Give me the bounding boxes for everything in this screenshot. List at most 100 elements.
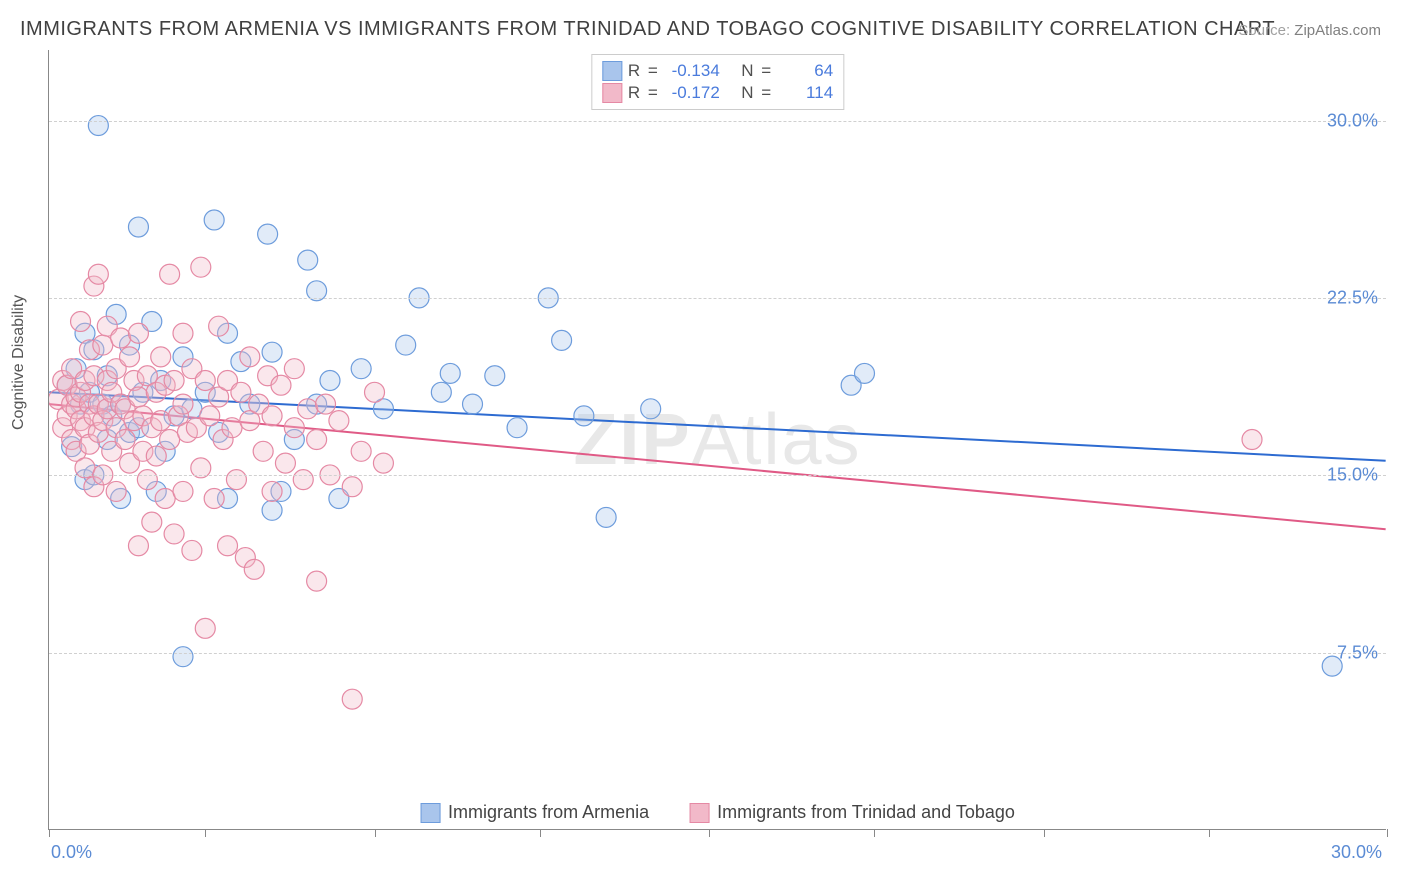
xtick [709,829,710,837]
point-trinidad [244,559,264,579]
point-armenia [120,422,140,442]
point-armenia [431,382,451,402]
point-trinidad [307,571,327,591]
point-trinidad [191,257,211,277]
point-trinidad [84,406,104,426]
ytick-label: 15.0% [1327,465,1378,486]
swatch-armenia [420,803,440,823]
point-trinidad [128,323,148,343]
eq-icon: = [761,83,771,103]
point-trinidad [316,394,336,414]
point-armenia [231,352,251,372]
xtick [375,829,376,837]
point-armenia [262,342,282,362]
point-armenia [218,489,238,509]
point-armenia [102,406,122,426]
watermark-bold: ZIP [573,400,691,480]
point-armenia [128,217,148,237]
plot-area: ZIPAtlas R=-0.134 N=64R=-0.172 N=114 Imm… [48,50,1386,830]
point-trinidad [75,370,95,390]
point-armenia [75,470,95,490]
point-trinidad [373,453,393,473]
xtick [540,829,541,837]
n-value: 114 [777,83,833,103]
point-trinidad [124,411,144,431]
point-trinidad [342,689,362,709]
point-armenia [373,399,393,419]
point-armenia [75,323,95,343]
point-trinidad [146,382,166,402]
point-trinidad [62,394,82,414]
ytick-label: 7.5% [1337,642,1378,663]
point-trinidad [298,399,318,419]
point-trinidad [155,375,175,395]
xtick [1209,829,1210,837]
point-trinidad [120,347,140,367]
point-armenia [71,394,91,414]
point-armenia [262,500,282,520]
point-trinidad [111,394,131,414]
point-trinidad [177,422,197,442]
point-trinidad [88,422,108,442]
point-trinidad [351,441,371,461]
point-armenia [641,399,661,419]
point-trinidad [195,618,215,638]
point-armenia [62,437,82,457]
point-trinidad [195,370,215,390]
r-label: R [628,61,642,81]
chart-title: IMMIGRANTS FROM ARMENIA VS IMMIGRANTS FR… [20,18,1275,41]
point-trinidad [258,366,278,386]
point-trinidad [66,441,86,461]
point-armenia [240,394,260,414]
point-armenia [258,224,278,244]
point-armenia [195,382,215,402]
point-armenia [173,647,193,667]
source-label: Source: [1238,22,1290,39]
point-trinidad [218,370,238,390]
point-armenia [173,347,193,367]
point-trinidad [204,489,224,509]
point-trinidad [164,370,184,390]
point-trinidad [115,430,135,450]
point-trinidad [84,477,104,497]
point-armenia [57,375,77,395]
point-trinidad [62,359,82,379]
point-armenia [182,399,202,419]
point-armenia [440,363,460,383]
point-trinidad [1242,430,1262,450]
gridline-h [49,475,1386,476]
point-trinidad [62,430,82,450]
point-trinidad [173,323,193,343]
point-trinidad [262,481,282,501]
legend-label: Immigrants from Trinidad and Tobago [717,802,1015,823]
point-trinidad [226,470,246,490]
point-armenia [142,311,162,331]
point-trinidad [209,316,229,336]
stats-legend: R=-0.134 N=64R=-0.172 N=114 [591,54,844,110]
point-trinidad [71,411,91,431]
point-trinidad [79,394,99,414]
watermark: ZIPAtlas [573,399,861,481]
n-value: 64 [777,61,833,81]
r-value: -0.172 [664,83,720,103]
n-label: N [741,61,755,81]
point-trinidad [106,481,126,501]
point-trinidad [329,411,349,431]
point-trinidad [240,411,260,431]
point-armenia [128,418,148,438]
point-armenia [298,250,318,270]
point-armenia [284,430,304,450]
swatch-trinidad [602,83,622,103]
point-armenia [151,370,171,390]
gridline-h [49,653,1386,654]
point-armenia [164,406,184,426]
point-armenia [111,489,131,509]
point-trinidad [124,370,144,390]
point-armenia [507,418,527,438]
eq-icon: = [648,83,658,103]
point-armenia [106,304,126,324]
point-trinidad [137,366,157,386]
point-trinidad [137,470,157,490]
eq-icon: = [648,61,658,81]
point-trinidad [218,536,238,556]
